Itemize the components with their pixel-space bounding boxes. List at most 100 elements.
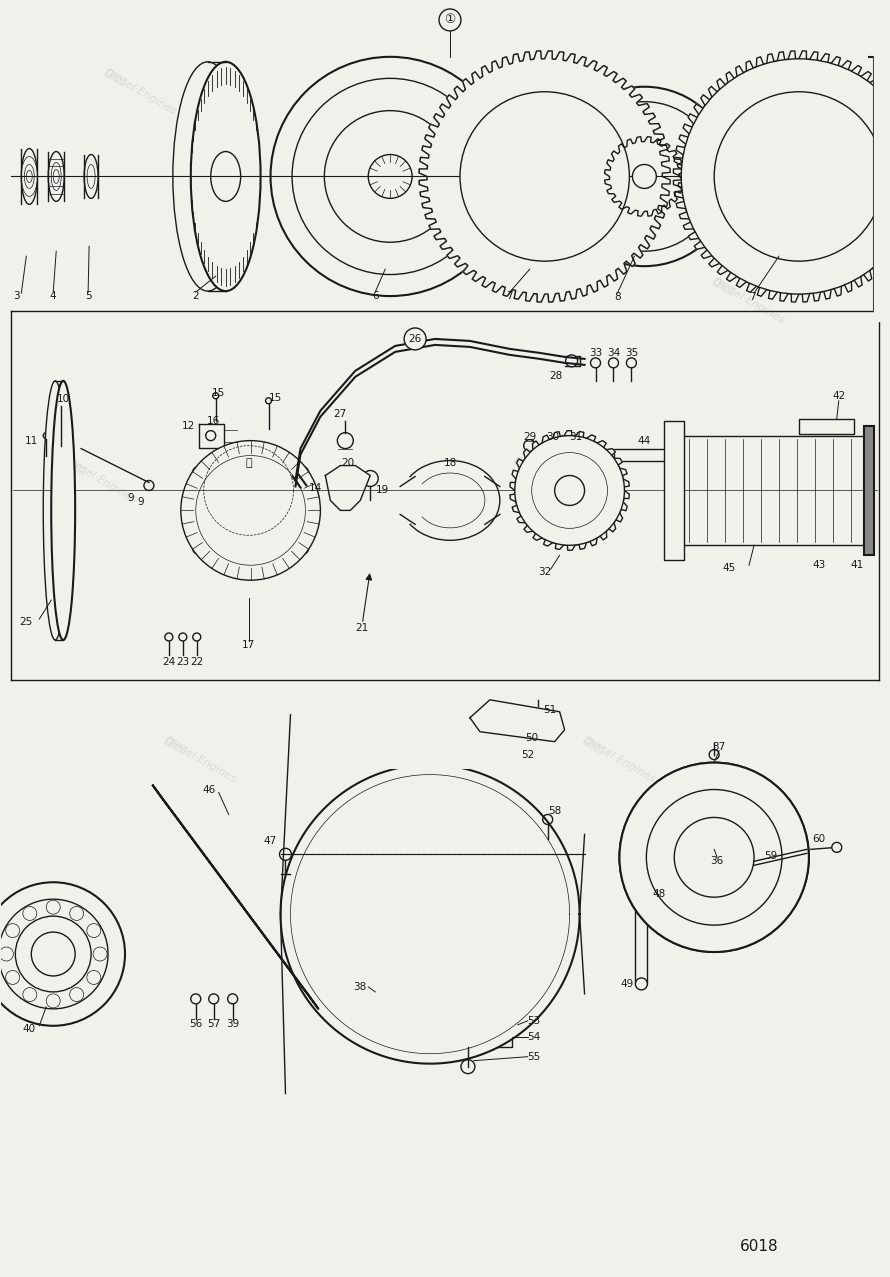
Text: 6018: 6018: [740, 1239, 779, 1254]
Ellipse shape: [190, 61, 261, 291]
Circle shape: [546, 439, 559, 452]
Text: 58: 58: [548, 807, 562, 816]
Text: 30: 30: [546, 432, 559, 442]
Circle shape: [271, 56, 510, 296]
Circle shape: [209, 994, 219, 1004]
Text: 39: 39: [226, 1019, 239, 1029]
Text: 5: 5: [85, 291, 92, 301]
Polygon shape: [419, 51, 670, 301]
Text: 装发动力: 装发动力: [512, 456, 538, 476]
Circle shape: [708, 771, 720, 784]
Ellipse shape: [44, 381, 67, 640]
Circle shape: [192, 543, 204, 554]
Polygon shape: [674, 51, 890, 301]
Circle shape: [531, 452, 608, 529]
Circle shape: [681, 59, 890, 294]
Text: 3: 3: [13, 291, 20, 301]
Polygon shape: [190, 61, 261, 291]
Circle shape: [60, 411, 63, 416]
Circle shape: [196, 456, 305, 566]
Text: Diesel·Engines: Diesel·Engines: [711, 276, 787, 326]
Text: 53: 53: [527, 1015, 540, 1025]
Circle shape: [777, 891, 789, 903]
Text: 15: 15: [212, 388, 225, 397]
Polygon shape: [280, 765, 579, 1064]
Circle shape: [675, 817, 754, 898]
Text: 43: 43: [813, 561, 825, 571]
Circle shape: [190, 994, 201, 1004]
Circle shape: [31, 932, 75, 976]
Circle shape: [46, 994, 61, 1008]
Bar: [863, 425, 874, 555]
Circle shape: [619, 762, 809, 953]
Circle shape: [709, 750, 719, 760]
Circle shape: [534, 710, 542, 718]
Text: 装发动力: 装发动力: [711, 276, 737, 296]
Circle shape: [646, 789, 782, 925]
Circle shape: [591, 358, 601, 368]
Polygon shape: [604, 137, 684, 216]
Circle shape: [0, 899, 108, 1009]
Text: 9: 9: [138, 498, 144, 507]
Text: 14: 14: [309, 484, 322, 493]
Text: 27: 27: [334, 409, 347, 419]
Text: 9: 9: [127, 493, 134, 503]
Circle shape: [165, 633, 173, 641]
Polygon shape: [419, 51, 670, 301]
Circle shape: [675, 817, 754, 898]
Text: 28: 28: [549, 370, 562, 381]
Text: 54: 54: [527, 1032, 540, 1042]
Circle shape: [237, 451, 261, 475]
Circle shape: [368, 155, 412, 198]
Text: 35: 35: [625, 347, 638, 358]
Circle shape: [627, 358, 636, 368]
Circle shape: [554, 87, 734, 266]
Text: 59: 59: [765, 852, 778, 861]
Bar: [799, 419, 854, 434]
Text: ①: ①: [444, 14, 456, 27]
Text: 60: 60: [813, 834, 825, 844]
Text: 15: 15: [269, 393, 282, 402]
Ellipse shape: [24, 165, 35, 189]
Text: 31: 31: [569, 432, 582, 442]
Text: 2: 2: [192, 291, 199, 301]
Circle shape: [543, 815, 553, 825]
Circle shape: [439, 9, 461, 31]
Ellipse shape: [52, 381, 75, 640]
Bar: [614, 448, 675, 461]
Circle shape: [404, 328, 426, 350]
Circle shape: [87, 971, 101, 985]
Circle shape: [514, 435, 625, 545]
Text: Diesel·Engines: Diesel·Engines: [761, 495, 837, 545]
Circle shape: [714, 92, 884, 261]
Text: 装发动力: 装发动力: [163, 734, 189, 755]
Text: 装发动力: 装发动力: [103, 66, 129, 87]
Bar: [376, 988, 485, 1006]
Polygon shape: [326, 466, 370, 511]
Circle shape: [324, 111, 456, 243]
Text: 17: 17: [242, 640, 255, 650]
Circle shape: [265, 397, 271, 404]
Circle shape: [297, 543, 309, 554]
Ellipse shape: [54, 489, 72, 533]
Text: 44: 44: [638, 435, 651, 446]
Circle shape: [297, 466, 309, 479]
Circle shape: [179, 633, 187, 641]
Text: 26: 26: [409, 335, 422, 344]
Bar: [418, 1020, 518, 1034]
Ellipse shape: [85, 155, 98, 198]
Text: 36: 36: [710, 857, 724, 866]
Bar: [424, 1034, 512, 1047]
Ellipse shape: [21, 148, 37, 204]
Text: 19: 19: [376, 485, 389, 495]
Ellipse shape: [173, 61, 243, 291]
Text: 41: 41: [850, 561, 863, 571]
Text: 18: 18: [443, 457, 457, 467]
Text: 16: 16: [207, 416, 221, 425]
Circle shape: [279, 848, 292, 861]
Circle shape: [635, 889, 647, 900]
Text: 50: 50: [525, 733, 538, 743]
Circle shape: [633, 165, 656, 189]
Circle shape: [206, 430, 215, 441]
Ellipse shape: [21, 157, 37, 197]
